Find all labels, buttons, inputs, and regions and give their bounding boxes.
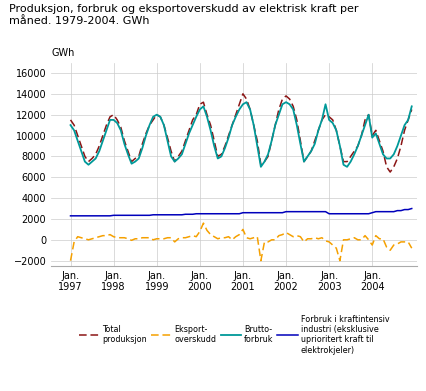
Legend: Total
produksjon, Eksport-
overskudd, Brutto-
forbruk, Forbruk i kraftintensiv
i: Total produksjon, Eksport- overskudd, Br… (79, 315, 389, 355)
Text: GWh: GWh (51, 48, 75, 59)
Text: Produksjon, forbruk og eksportoverskudd av elektrisk kraft per
måned. 1979-2004.: Produksjon, forbruk og eksportoverskudd … (9, 4, 358, 25)
